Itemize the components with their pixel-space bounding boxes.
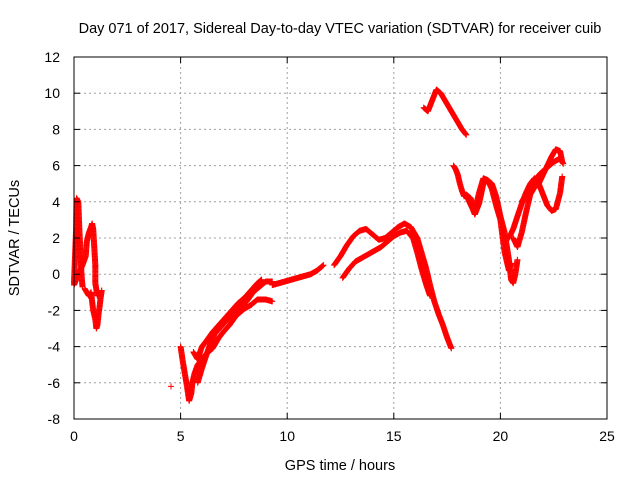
x-tick-label: 15 [386,428,402,444]
data-point [508,260,515,267]
data-point [514,256,521,263]
y-tick-labels: -8 -6 -4 -2 0 2 4 6 8 10 12 [44,49,60,427]
x-tick-label: 10 [279,428,295,444]
y-tick-label: 6 [52,158,60,174]
data-point [168,383,175,390]
data-points [71,86,567,404]
x-tick-label: 25 [599,428,615,444]
y-tick-label: -8 [48,411,61,427]
x-tick-label: 5 [177,428,185,444]
x-axis-label: GPS time / hours [285,458,395,474]
x-tick-labels: 0 5 10 15 20 25 [70,428,615,444]
data-point [269,298,276,305]
y-tick-label: 2 [52,230,60,246]
data-point [560,160,567,167]
y-tick-label: 8 [52,121,60,137]
y-tick-label: 4 [52,194,60,210]
y-tick-label: -6 [48,375,61,391]
y-tick-label: 12 [44,49,60,65]
data-point [98,287,105,294]
x-tick-label: 0 [70,428,78,444]
tick-marks [73,56,608,420]
y-tick-label: 10 [44,85,60,101]
chart-title: Day 071 of 2017, Sidereal Day-to-day VTE… [79,21,602,37]
y-tick-label: -4 [48,339,61,355]
y-tick-label: -2 [48,302,61,318]
x-tick-label: 20 [493,428,509,444]
data-point [448,345,455,352]
data-point [320,262,327,269]
grid-lines [74,57,607,419]
data-point [258,276,265,283]
data-point [463,131,470,138]
data-point [559,173,566,180]
y-axis-label: SDTVAR / TECUs [7,180,23,296]
y-tick-label: 0 [52,266,60,282]
data-point [427,292,434,299]
